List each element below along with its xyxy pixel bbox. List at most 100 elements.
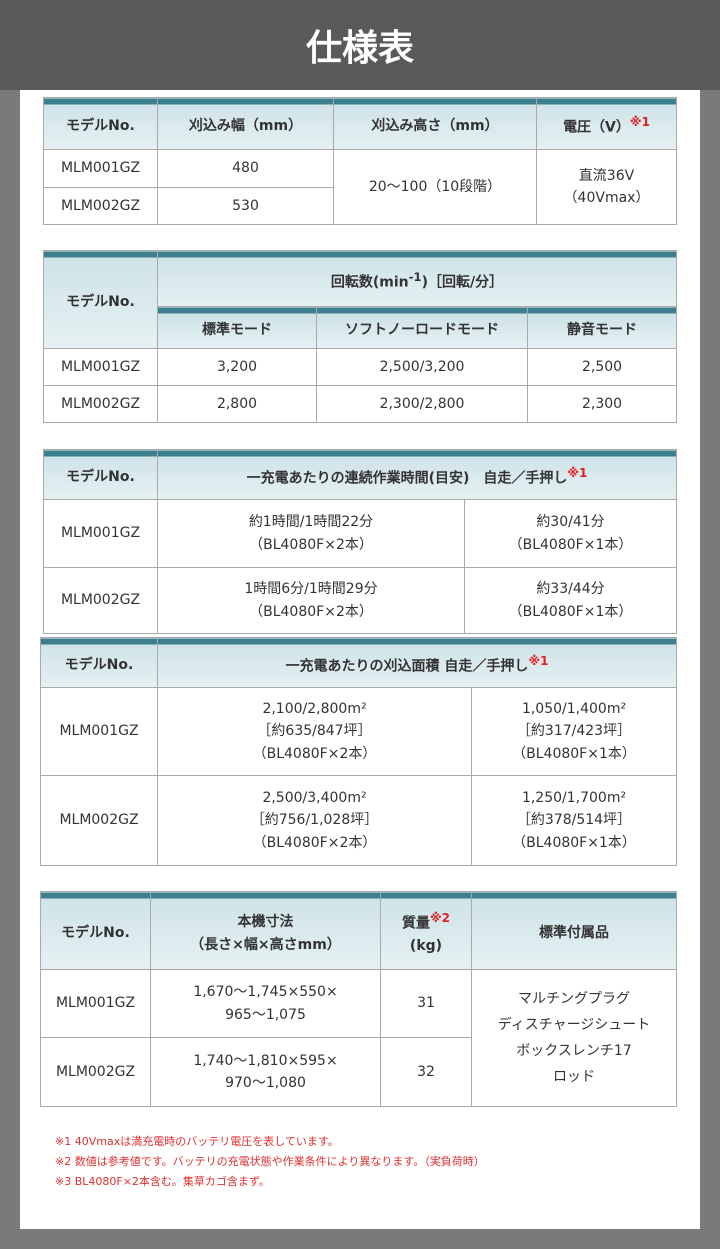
cell: MLM001GZ xyxy=(40,969,151,1038)
value: 970～1,080 xyxy=(225,1075,306,1091)
col-header: モデルNo. xyxy=(40,637,158,688)
value: 1,740～1,810×595× xyxy=(193,1052,338,1069)
value-tsubo: ［約756/1,028坪］ xyxy=(250,812,379,829)
voltage: 直流36V xyxy=(578,167,635,184)
cell: 2,300/2,800 xyxy=(316,385,528,423)
value-tsubo: ［約635/847坪］ xyxy=(257,723,372,740)
col-header: モデルNo. xyxy=(43,97,158,150)
col-header: 電圧（V）※1 xyxy=(536,97,677,150)
cell: MLM001GZ xyxy=(43,348,158,386)
table-row: MLM002GZ 2,500/3,400m² ［約756/1,028坪］ （BL408… xyxy=(40,775,678,866)
note-mark: ※2 xyxy=(429,911,450,926)
cell: 1,050/1,400m² ［約317/423坪］ （BL4080F×1本） xyxy=(470,687,678,776)
value-tsubo: ［約378/514坪］ xyxy=(516,812,632,829)
footnote: ※1 40Vmaxは満充電時のバッテリ電圧を表しています。 xyxy=(55,1135,339,1148)
cell: 1,740～1,810×595× 970～1,080 xyxy=(150,1037,381,1107)
col-header: 静音モード xyxy=(526,306,678,349)
value: 1時間6分/1時間29分 xyxy=(244,581,378,598)
header-text: （長さ×幅×高さmm） xyxy=(190,936,341,953)
value: 1,050/1,400m² xyxy=(521,700,627,717)
col-header: モデルNo. xyxy=(40,891,151,970)
table-row: MLM002GZ 530 xyxy=(43,187,677,225)
value: 1,250/1,700m² xyxy=(521,789,627,806)
value: 約1時間/1時間22分 xyxy=(248,514,374,531)
accessories-cell: マルチングプラグディスチャージシュート ボックスレンチ17 ロッド xyxy=(471,969,677,1107)
accessory: ディスチャージシュート xyxy=(497,1017,651,1033)
page-title: 仕様表 xyxy=(0,0,720,90)
cell: 2,500 xyxy=(526,348,678,386)
header-text: 本機寸法 xyxy=(237,914,294,931)
cell: MLM001GZ xyxy=(40,687,158,776)
note-mark: ※1 xyxy=(629,115,650,130)
table-row: MLM001GZ 2,100/2,800m² ［約635/847坪］ （BL4080F… xyxy=(40,687,678,776)
cell: MLM002GZ xyxy=(40,775,158,866)
spec-table-runtime: モデルNo. 一充電あたりの連続作業時間(目安) 自走／手押し※1 MLM001G… xyxy=(43,449,677,634)
footnotes: ※1 40Vmaxは満充電時のバッテリ電圧を表しています。 ※2 数値は参考値で… xyxy=(55,1132,485,1192)
cell: 2,500/3,400m² ［約756/1,028坪］ （BL4080F×2本） xyxy=(157,775,472,866)
note-mark: ※1 xyxy=(567,466,588,481)
col-header: モデルNo. xyxy=(43,250,158,349)
table-row: MLM001GZ 1,670～1,745×550× 965～1,075 31 マルチング… xyxy=(40,969,677,1107)
cell: 2,300 xyxy=(526,385,678,423)
value: 1,670～1,745×550× xyxy=(193,984,338,1001)
spec-table-size: モデルNo. 本機寸法 （長さ×幅×高さmm） 質量※2 (kg) 標準付属品 MLM00… xyxy=(40,891,677,1107)
col-header: 標準モード xyxy=(157,306,317,349)
value: 2,100/2,800m² xyxy=(262,700,367,717)
header-text: 一充電あたりの刈込面積 自走／手押し xyxy=(285,659,529,676)
cell: MLM002GZ xyxy=(43,567,158,634)
col-header: モデルNo. xyxy=(43,449,158,500)
cell: 530 xyxy=(157,187,334,225)
header-text: 電圧（V） xyxy=(563,120,630,137)
value: 965～1,075 xyxy=(225,1006,306,1023)
footnote: ※2 数値は参考値です。バッテリの充電状態や作業条件により異なります。（実負荷時… xyxy=(55,1155,485,1168)
table-row: MLM001GZ 約1時間/1時間22分 （BL4080F×2本） 約30/41分 （B… xyxy=(43,499,677,568)
battery: （BL4080F×1本） xyxy=(512,745,636,762)
col-header: 一充電あたりの連続作業時間(目安) 自走／手押し※1 xyxy=(157,449,677,500)
col-header: 刈込み高さ（mm） xyxy=(333,97,537,150)
cell: 480 xyxy=(157,149,334,188)
accessory: マルチングプラグ xyxy=(518,991,630,1007)
header-text: )［回転/分］ xyxy=(421,275,504,292)
table-row: MLM002GZ 1,740～1,810×595× 970～1,080 32 xyxy=(40,1037,677,1107)
col-header: 回転数(min-1)［回転/分］ xyxy=(156,250,678,307)
header-text: (kg) xyxy=(409,938,443,955)
cell: 31 xyxy=(380,969,472,1038)
cell: 1,670～1,745×550× 965～1,075 xyxy=(150,969,381,1038)
header-text: 質量 xyxy=(401,915,430,932)
table-row: MLM001GZ 480 20～100（10段階） 直流36V （40Vmax） xyxy=(43,149,677,225)
voltage-max: （40Vmax） xyxy=(563,190,650,206)
accessory: ロッド xyxy=(553,1069,595,1085)
spec-table-dimensions: モデルNo. 刈込み幅（mm） 刈込み高さ（mm） 電圧（V）※1 MLM001GZ 4… xyxy=(43,97,677,225)
table-row: MLM002GZ 1時間6分/1時間29分 （BL4080F×2本） 約33/44分 （… xyxy=(43,567,677,634)
cell: 2,500/3,200 xyxy=(316,348,528,386)
battery: （BL4080F×2本） xyxy=(252,745,377,762)
col-header: 標準付属品 xyxy=(471,891,677,970)
cell: MLM001GZ xyxy=(43,149,158,188)
cell: 20～100（10段階） xyxy=(333,149,537,225)
table-row: MLM001GZ 3,200 2,500/3,200 2,500 xyxy=(43,348,678,386)
col-header: 一充電あたりの刈込面積 自走／手押し※1 xyxy=(156,637,678,688)
cell: 1時間6分/1時間29分 （BL4080F×2本） xyxy=(157,567,465,634)
cell: MLM002GZ xyxy=(43,187,158,225)
col-header: 本機寸法 （長さ×幅×高さmm） xyxy=(150,891,381,970)
cell: 2,800 xyxy=(157,385,317,423)
battery: （BL4080F×1本） xyxy=(508,536,633,553)
value: 約33/44分 xyxy=(536,581,605,598)
cell: 1,250/1,700m² ［約378/514坪］ （BL4080F×1本） xyxy=(470,775,678,866)
battery: （BL4080F×1本） xyxy=(508,603,633,620)
col-header: ソフトノーロードモード xyxy=(316,306,528,349)
cell: MLM002GZ xyxy=(40,1037,151,1107)
note-mark: ※1 xyxy=(528,654,549,669)
cell: 2,100/2,800m² ［約635/847坪］ （BL4080F×2本） xyxy=(157,687,472,776)
header-text: 回転数(min xyxy=(330,275,409,292)
value: 2,500/3,400m² xyxy=(262,789,367,806)
footnote: ※3 BL4080F×2本含む。集草カゴ含まず。 xyxy=(55,1175,270,1188)
battery: （BL4080F×2本） xyxy=(249,603,373,620)
cell: MLM002GZ xyxy=(43,385,158,423)
cell: 直流36V （40Vmax） xyxy=(536,149,677,225)
accessory: ボックスレンチ17 xyxy=(516,1043,632,1059)
value: 約30/41分 xyxy=(536,514,605,531)
cell: MLM001GZ xyxy=(43,499,158,568)
battery: （BL4080F×1本） xyxy=(512,834,636,851)
cell: 約33/44分 （BL4080F×1本） xyxy=(464,567,677,634)
